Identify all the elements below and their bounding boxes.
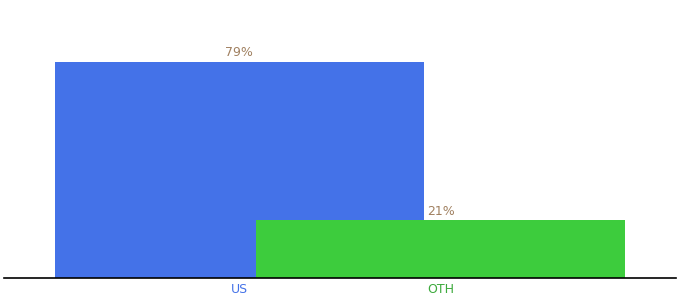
Bar: [256, 220, 626, 278]
Text: 21%: 21%: [427, 205, 455, 218]
Text: 79%: 79%: [225, 46, 253, 59]
Bar: [54, 62, 424, 278]
